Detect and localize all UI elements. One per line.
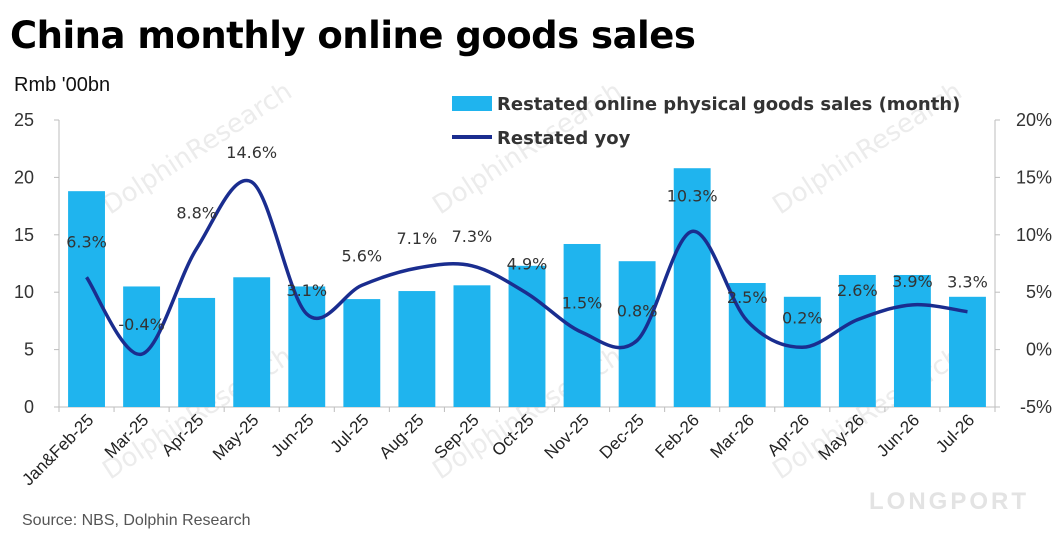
- brand-watermark: LONGPORT: [869, 488, 1029, 515]
- x-tick-label: Jul-26: [932, 410, 978, 456]
- x-tick-label: Nov-25: [541, 410, 593, 462]
- x-tick-label: Dec-25: [596, 410, 648, 462]
- yoy-data-label: 7.3%: [452, 227, 493, 246]
- yoy-data-label: 7.1%: [397, 229, 438, 248]
- yoy-data-label: -0.4%: [118, 315, 164, 334]
- yoy-data-label: 3.3%: [947, 273, 988, 292]
- bar: [178, 297, 216, 407]
- yoy-data-label: 2.6%: [837, 281, 878, 300]
- x-tick-label: Mar-26: [707, 410, 759, 462]
- y-right-tick-label: 20%: [1016, 110, 1052, 130]
- yoy-data-label: 1.5%: [562, 293, 603, 312]
- x-tick-label: Jan&Feb-25: [18, 410, 97, 489]
- y-left-tick-label: 5: [24, 340, 34, 360]
- bar: [453, 285, 491, 407]
- source-note: Source: NBS, Dolphin Research: [22, 512, 251, 529]
- yoy-data-label: 0.8%: [617, 301, 658, 320]
- yoy-data-label: 6.3%: [66, 232, 107, 251]
- line-series: [85, 178, 968, 356]
- yoy-data-label: 10.3%: [667, 186, 718, 205]
- x-tick-label: Jun-25: [267, 410, 317, 460]
- y-right-tick-label: 15%: [1016, 167, 1052, 187]
- x-tick-label: Feb-26: [651, 410, 703, 462]
- line-data-labels: 6.3% -0.4% 8.8% 14.6% 3.1% 5.6% 7.1% 7.3% 4.9% 1.…: [66, 143, 988, 334]
- bar: [783, 296, 821, 407]
- bar: [949, 296, 986, 407]
- legend-bar-swatch: [452, 96, 492, 111]
- bar: [893, 274, 931, 407]
- bar-series: [68, 168, 986, 407]
- bar: [508, 265, 546, 407]
- y-right-tick-label: 5%: [1026, 282, 1052, 302]
- y-left-tick-label: 10: [14, 282, 34, 302]
- y-right-tick-label: 0%: [1026, 340, 1052, 360]
- bar: [233, 277, 271, 407]
- yoy-data-label: 3.9%: [892, 272, 933, 291]
- yoy-data-label: 4.9%: [507, 254, 548, 273]
- legend-bar-label: Restated online physical goods sales (mo…: [497, 94, 960, 115]
- yoy-data-label: 8.8%: [176, 204, 217, 223]
- yoy-data-label: 14.6%: [226, 143, 277, 162]
- x-tick-label: Jul-25: [326, 410, 372, 456]
- y-right-tick-label: -5%: [1020, 397, 1052, 417]
- legend-line-label: Restated yoy: [497, 128, 631, 149]
- y-right-tick-label: 10%: [1016, 225, 1052, 245]
- y-left-tick-label: 0: [24, 397, 34, 417]
- yoy-data-label: 3.1%: [286, 281, 327, 300]
- chart-title: China monthly online goods sales: [10, 14, 696, 57]
- bar: [288, 286, 326, 407]
- yoy-data-label: 5.6%: [341, 246, 382, 265]
- bar: [618, 261, 656, 407]
- bar: [838, 274, 876, 407]
- x-tick-label: Aug-25: [376, 410, 428, 462]
- legend: Restated online physical goods sales (mo…: [452, 94, 960, 149]
- y-left-tick-label: 15: [14, 225, 34, 245]
- left-axis-unit: Rmb '00bn: [14, 74, 111, 96]
- bar: [398, 291, 436, 407]
- yoy-data-label: 2.5%: [727, 288, 768, 307]
- y-left-tick-label: 25: [14, 110, 34, 130]
- y-left-tick-label: 20: [14, 167, 34, 187]
- bar: [343, 299, 381, 407]
- bar: [673, 168, 711, 407]
- yoy-data-label: 0.2%: [782, 308, 823, 327]
